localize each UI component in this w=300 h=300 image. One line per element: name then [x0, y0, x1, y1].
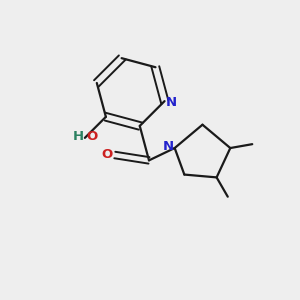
Text: H: H [73, 130, 84, 143]
Text: O: O [102, 148, 113, 161]
Text: O: O [87, 130, 98, 143]
Text: N: N [163, 140, 174, 153]
Text: N: N [165, 95, 176, 109]
